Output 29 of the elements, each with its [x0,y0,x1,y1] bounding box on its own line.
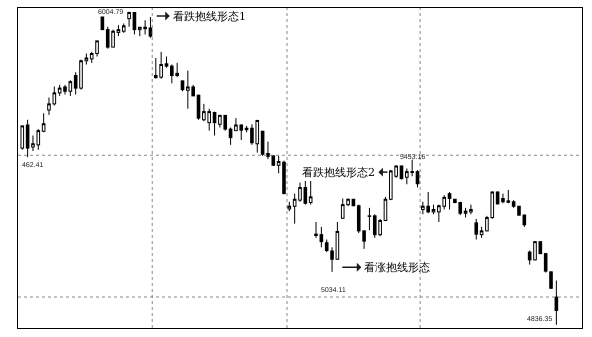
candlestick [458,201,462,216]
candlestick [308,180,312,206]
annotation: 看跌抱线形态1 [173,10,246,23]
candlestick [362,230,366,250]
candlestick [356,204,361,234]
candlestick [42,112,46,133]
candlestick [549,270,553,290]
candlestick [20,125,24,150]
annotation: 看跌抱线形态2 [302,166,375,179]
candlestick [490,190,494,220]
candlestick [255,119,260,154]
candlestick [288,201,292,212]
candlestick [239,124,244,141]
candlestick [421,201,425,215]
candlestick [154,58,158,80]
candlestick [453,198,457,204]
candlestick [340,198,345,220]
candlestick [138,26,142,37]
candlestick [544,252,548,273]
candlestick [175,62,179,78]
candlestick [100,16,104,30]
candlestick [368,207,372,231]
candlestick [554,280,558,326]
candlestick [474,218,478,240]
candlestick [372,214,377,238]
candlestick [223,114,228,132]
candlestick [122,22,126,34]
annotation: 看涨抱线形态 [364,261,430,274]
candlestick [106,26,110,50]
